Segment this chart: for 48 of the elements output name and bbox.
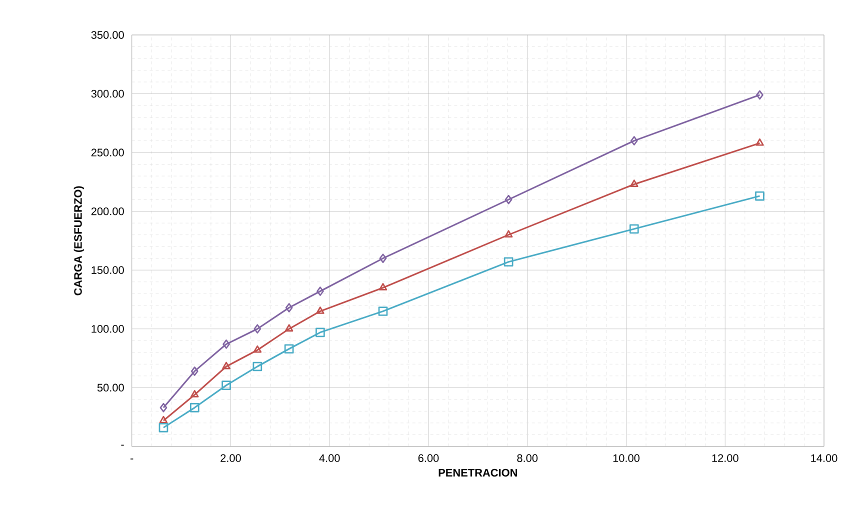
y-tick-label: 100.00	[92, 324, 124, 333]
x-tick-label: 8.00	[517, 454, 538, 462]
point	[160, 402, 168, 412]
point	[159, 416, 168, 424]
point	[756, 138, 764, 146]
point	[190, 366, 198, 376]
y-tick-label: 200.00	[91, 207, 124, 216]
point	[504, 257, 514, 266]
point	[190, 390, 199, 398]
point	[504, 194, 512, 204]
point	[284, 324, 294, 332]
point	[630, 179, 638, 187]
point	[756, 90, 764, 100]
y-tick-label: -	[121, 444, 124, 446]
y-tick-label: 300.00	[91, 90, 124, 98]
point	[630, 136, 638, 146]
x-tick-label: 6.00	[418, 454, 439, 462]
point	[222, 362, 230, 370]
y-axis-title: CARGA (ESFUERZO)	[74, 186, 84, 296]
point	[222, 339, 230, 349]
point	[504, 230, 513, 238]
point	[379, 253, 387, 263]
point	[378, 306, 388, 316]
point	[254, 324, 262, 334]
x-axis-title: PENETRACION	[438, 468, 518, 476]
point	[378, 282, 388, 290]
point	[755, 191, 764, 201]
point	[222, 380, 231, 390]
y-tick-label: 250.00	[91, 148, 124, 156]
point	[190, 402, 200, 412]
point	[158, 422, 168, 432]
y-tick-label: 150.00	[92, 266, 124, 274]
y-tick-label: 350.00	[91, 30, 124, 39]
point	[252, 362, 262, 372]
point	[253, 345, 262, 353]
x-tick-label: 10.00	[613, 454, 640, 462]
point	[285, 302, 293, 312]
x-tick-label: 12.00	[712, 454, 738, 462]
point	[316, 306, 324, 314]
x-tick-label: -	[130, 458, 134, 460]
point	[284, 344, 294, 354]
point	[629, 224, 639, 234]
point	[316, 328, 325, 337]
x-tick-label: 14.00	[811, 454, 838, 462]
y-tick-label: 50.00	[97, 384, 124, 392]
point	[316, 286, 324, 296]
x-tick-label: 4.00	[319, 454, 340, 462]
x-tick-label: 2.00	[220, 454, 241, 462]
